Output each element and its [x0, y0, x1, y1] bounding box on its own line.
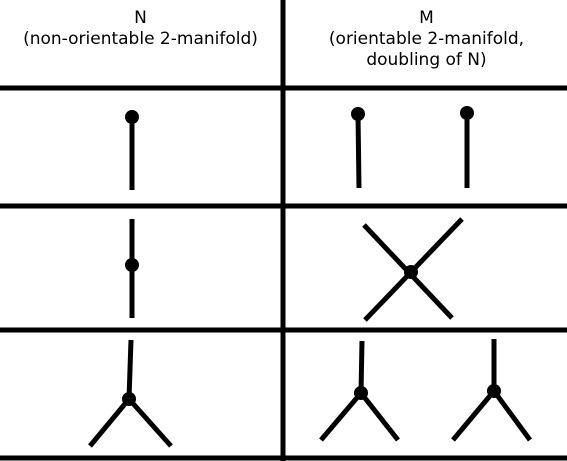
row-endpoint-n-figure	[125, 110, 139, 190]
column-header-n: N (non-orientable 2-manifold)	[0, 8, 281, 50]
column-header-m: M (orientable 2-manifold, doubling of N)	[286, 8, 567, 71]
column-header-n-desc-line-1: (non-orientable 2-manifold)	[23, 29, 258, 49]
vertex-dot	[404, 265, 418, 279]
vertex-dot	[351, 107, 365, 121]
row-interior-n-figure	[125, 219, 139, 318]
column-header-m-name: M	[419, 8, 434, 28]
row-junction-m-figure-2	[451, 339, 533, 442]
row-junction-m-figure-1	[319, 340, 400, 442]
vertex-dot	[460, 106, 474, 120]
vertex-dot	[125, 110, 139, 124]
vertex-dot	[122, 392, 136, 406]
row-junction-n-figure	[88, 339, 173, 448]
column-header-m-desc-line-2: doubling of N)	[366, 50, 487, 70]
vertex-dot	[125, 258, 139, 272]
vertex-dot	[354, 386, 368, 400]
row-endpoint-m-figure-2	[460, 106, 474, 188]
column-header-n-name: N	[134, 8, 147, 28]
row-endpoint-m-figure-1	[351, 107, 365, 189]
row-interior-m-figure	[362, 217, 464, 322]
column-header-m-desc-line-1: (orientable 2-manifold,	[328, 29, 525, 49]
vertex-dot	[487, 384, 501, 398]
